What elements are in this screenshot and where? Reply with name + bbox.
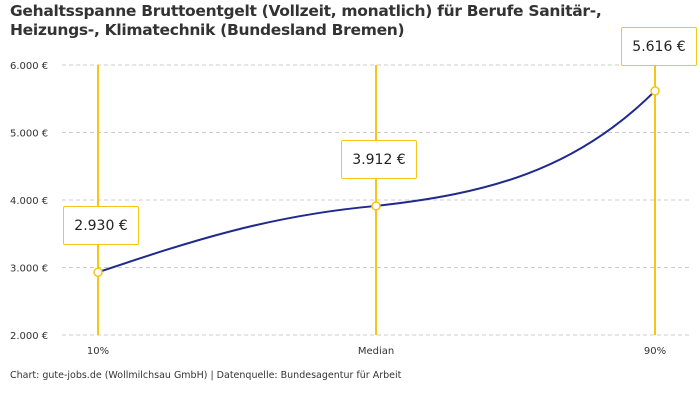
chart-title: Gehaltsspanne Bruttoentgelt (Vollzeit, m… (10, 2, 602, 39)
y-tick-label: 4.000 € (10, 196, 48, 207)
value-label: 3.912 € (341, 140, 417, 179)
y-tick-label: 6.000 € (10, 61, 48, 72)
y-tick-label: 3.000 € (10, 264, 48, 275)
x-tick-label: 10% (87, 346, 109, 357)
y-tick-label: 2.000 € (10, 331, 48, 342)
y-tick-label: 5.000 € (10, 129, 48, 140)
value-label: 2.930 € (63, 206, 139, 245)
data-point (650, 86, 660, 96)
data-point (371, 201, 381, 211)
x-tick-label: 90% (644, 346, 666, 357)
value-label: 5.616 € (621, 27, 697, 66)
data-point (93, 267, 103, 277)
chart-source: Chart: gute-jobs.de (Wollmilchsau GmbH) … (10, 370, 402, 381)
x-tick-label: Median (358, 346, 394, 357)
